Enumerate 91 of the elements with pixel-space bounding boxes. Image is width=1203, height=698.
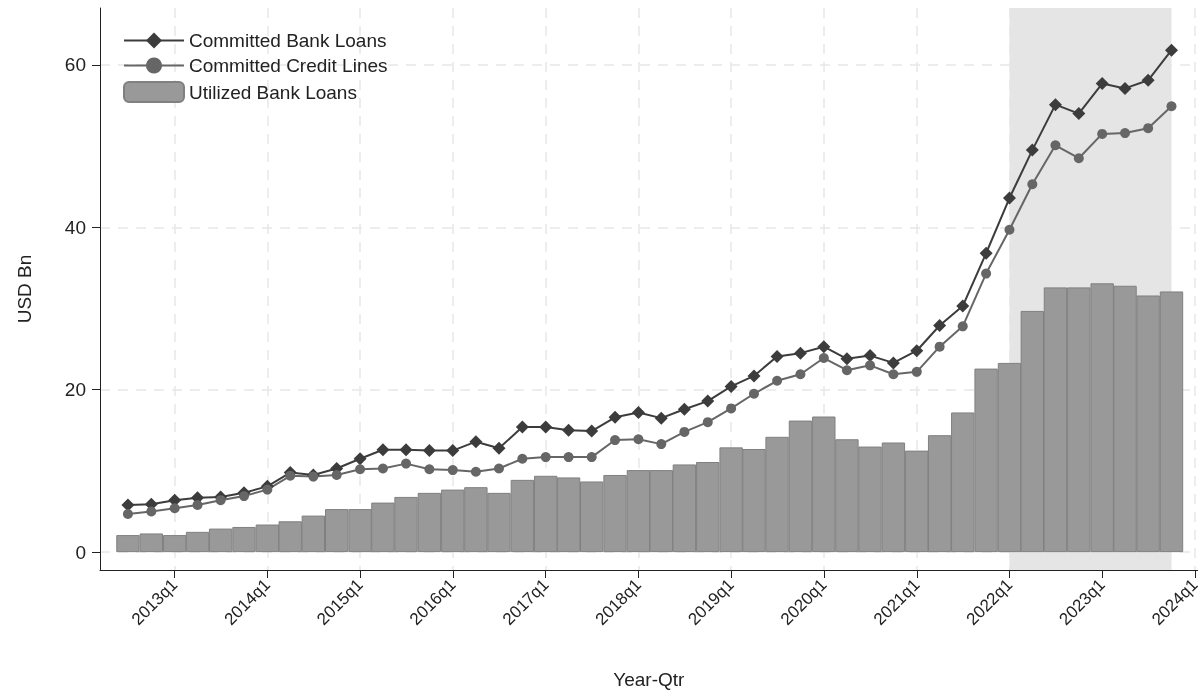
point — [469, 435, 483, 449]
point — [1165, 43, 1178, 57]
point — [726, 403, 737, 414]
point — [701, 394, 715, 408]
point — [121, 498, 135, 512]
point — [795, 369, 806, 380]
point — [562, 423, 576, 437]
point — [888, 369, 899, 380]
y-tick-label: 60 — [64, 54, 86, 76]
point — [679, 426, 690, 437]
point — [934, 341, 945, 352]
point — [517, 453, 528, 464]
point — [631, 405, 645, 419]
point — [353, 452, 367, 466]
point — [841, 365, 852, 376]
legend-label: Utilized Bank Loans — [189, 81, 357, 103]
point — [540, 452, 551, 463]
point — [1095, 77, 1109, 91]
point — [863, 349, 877, 363]
point — [724, 379, 738, 393]
point — [656, 439, 667, 450]
point — [122, 508, 133, 519]
point — [981, 268, 992, 279]
point — [494, 463, 504, 474]
point — [215, 495, 226, 506]
point — [654, 411, 668, 425]
point — [747, 369, 761, 383]
point — [377, 463, 388, 474]
y-tick-label: 0 — [75, 541, 86, 563]
point — [331, 469, 342, 480]
point — [677, 402, 691, 416]
point — [886, 356, 900, 370]
point — [608, 410, 622, 424]
point — [817, 340, 831, 354]
point — [192, 500, 203, 511]
point — [956, 299, 970, 313]
point — [1141, 73, 1155, 87]
point — [146, 506, 157, 517]
point — [424, 464, 435, 475]
point — [422, 444, 436, 458]
point — [1027, 179, 1038, 190]
point — [1025, 143, 1039, 157]
point — [748, 388, 759, 399]
point — [979, 246, 993, 260]
point — [610, 435, 621, 446]
point — [376, 443, 390, 457]
point — [169, 503, 180, 514]
point — [1073, 153, 1084, 164]
point — [401, 458, 412, 469]
point — [1143, 123, 1154, 134]
point — [910, 344, 924, 358]
point — [563, 452, 574, 463]
point — [470, 466, 481, 477]
y-axis-title: USD Bn — [14, 254, 35, 324]
point — [1004, 224, 1015, 235]
point — [1048, 98, 1062, 112]
point — [399, 443, 413, 457]
point — [285, 470, 296, 481]
point — [702, 417, 713, 428]
point — [1118, 81, 1132, 95]
point — [262, 484, 273, 495]
point — [446, 444, 460, 458]
point — [355, 464, 366, 475]
x-axis-title: Year-Qtr — [613, 669, 686, 690]
point — [586, 452, 597, 463]
point — [772, 375, 783, 386]
point — [1097, 128, 1108, 139]
point — [539, 420, 553, 434]
legend-label: Committed Bank Loans — [189, 30, 387, 51]
point — [818, 353, 829, 364]
point — [840, 352, 854, 366]
point — [865, 360, 876, 371]
point — [492, 441, 506, 455]
point — [239, 491, 249, 502]
point — [585, 424, 599, 438]
point — [770, 349, 784, 363]
point — [793, 346, 807, 360]
point — [1120, 128, 1131, 139]
point — [1166, 101, 1177, 112]
point — [911, 366, 922, 377]
point — [1002, 191, 1016, 205]
point — [957, 321, 968, 332]
point — [1050, 140, 1061, 151]
y-tick-label: 40 — [64, 216, 86, 238]
point — [633, 434, 644, 445]
point — [933, 319, 947, 333]
point — [447, 465, 458, 476]
point — [515, 420, 529, 434]
point — [1072, 107, 1086, 121]
y-tick-label: 20 — [64, 379, 86, 401]
legend-label: Committed Credit Lines — [189, 55, 388, 76]
